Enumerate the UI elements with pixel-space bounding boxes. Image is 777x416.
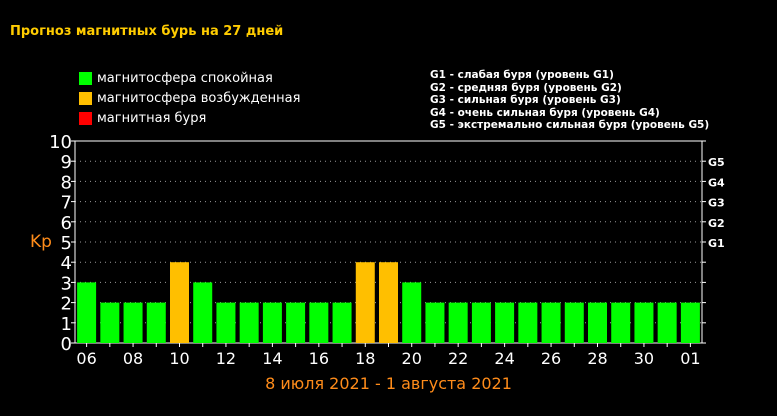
bar xyxy=(634,302,654,343)
g-legend-g2: G2 - средняя буря (уровень G2) xyxy=(430,81,622,94)
legend-swatch-storm xyxy=(79,111,92,125)
bar xyxy=(123,302,143,343)
y-tick-label: 3 xyxy=(61,273,72,294)
g-level-legend: G1 - слабая буря (уровень G1) G2 - средн… xyxy=(430,69,709,132)
bar xyxy=(611,302,631,343)
x-tick-label: 14 xyxy=(262,349,282,368)
bar xyxy=(332,302,352,343)
bar xyxy=(355,262,375,343)
bar xyxy=(425,302,445,343)
x-tick-label: 12 xyxy=(216,349,236,368)
g-legend-g5: G5 - экстремально сильная буря (уровень … xyxy=(430,119,710,131)
bar xyxy=(471,302,491,343)
bar xyxy=(100,302,120,343)
x-tick-label: 24 xyxy=(494,349,514,368)
g-level-label: G1 xyxy=(708,237,725,250)
x-tick-label: 22 xyxy=(448,349,468,368)
x-tick-label: 30 xyxy=(634,349,654,368)
bar xyxy=(541,302,561,343)
y-tick-label: 6 xyxy=(61,213,72,234)
x-tick-label: 01 xyxy=(680,349,700,368)
legend-swatch-active xyxy=(79,91,92,105)
bar xyxy=(77,282,97,343)
legend-item-quiet: магнитосфера спокойная xyxy=(79,68,300,88)
bar xyxy=(262,302,282,343)
bar xyxy=(657,302,677,343)
bar xyxy=(239,302,259,343)
legend-label-active: магнитосфера возбужденная xyxy=(97,90,301,106)
x-tick-label: 06 xyxy=(76,349,96,368)
legend-item-storm: магнитная буря xyxy=(79,108,300,128)
y-tick-label: 0 xyxy=(61,334,72,355)
date-range: 8 июля 2021 - 1 августа 2021 xyxy=(265,374,512,393)
g-level-label: G5 xyxy=(708,156,725,169)
bar xyxy=(680,302,700,343)
legend-swatch-quiet xyxy=(79,71,92,85)
x-tick-label: 20 xyxy=(402,349,422,368)
y-axis-label: Kp xyxy=(30,232,52,252)
y-tick-label: 9 xyxy=(61,152,72,173)
x-tick-label: 28 xyxy=(587,349,607,368)
chart-title: Прогноз магнитных бурь на 27 дней xyxy=(10,24,284,39)
bar xyxy=(448,302,468,343)
y-tick-label: 1 xyxy=(61,314,72,335)
g-level-label: G3 xyxy=(708,197,725,210)
bar xyxy=(588,302,607,343)
bar xyxy=(216,302,236,343)
y-tick-label: 7 xyxy=(61,193,72,214)
bar xyxy=(193,282,213,343)
x-tick-label: 26 xyxy=(541,349,561,368)
bar xyxy=(564,302,584,343)
bar xyxy=(518,302,538,343)
bar xyxy=(170,262,189,343)
bar xyxy=(146,302,166,343)
g-legend-g3: G3 - сильная буря (уровень G3) xyxy=(430,94,621,106)
g-legend-g1: G1 - слабая буря (уровень G1) xyxy=(430,69,614,81)
y-tick-label: 8 xyxy=(61,172,72,193)
x-tick-label: 08 xyxy=(123,349,143,368)
g-legend-g4: G4 - очень сильная буря (уровень G4) xyxy=(430,106,660,119)
legend-label-storm: магнитная буря xyxy=(97,110,207,126)
legend: магнитосфера спокойная магнитосфера возб… xyxy=(79,68,300,128)
bar xyxy=(309,302,329,343)
g-level-label: G2 xyxy=(708,217,725,230)
x-tick-label: 16 xyxy=(309,349,329,368)
y-tick-label: 10 xyxy=(49,132,72,153)
bar xyxy=(286,302,306,343)
bar xyxy=(379,262,398,343)
bar xyxy=(495,302,515,343)
g-level-label: G4 xyxy=(708,176,725,189)
legend-label-quiet: магнитосфера спокойная xyxy=(97,70,273,86)
y-tick-label: 4 xyxy=(61,253,72,274)
y-tick-label: 2 xyxy=(61,294,72,315)
x-tick-label: 10 xyxy=(169,349,189,368)
y-tick-label: 5 xyxy=(61,233,72,254)
legend-item-active: магнитосфера возбужденная xyxy=(79,88,300,108)
bar xyxy=(402,282,422,343)
x-tick-label: 18 xyxy=(355,349,375,368)
